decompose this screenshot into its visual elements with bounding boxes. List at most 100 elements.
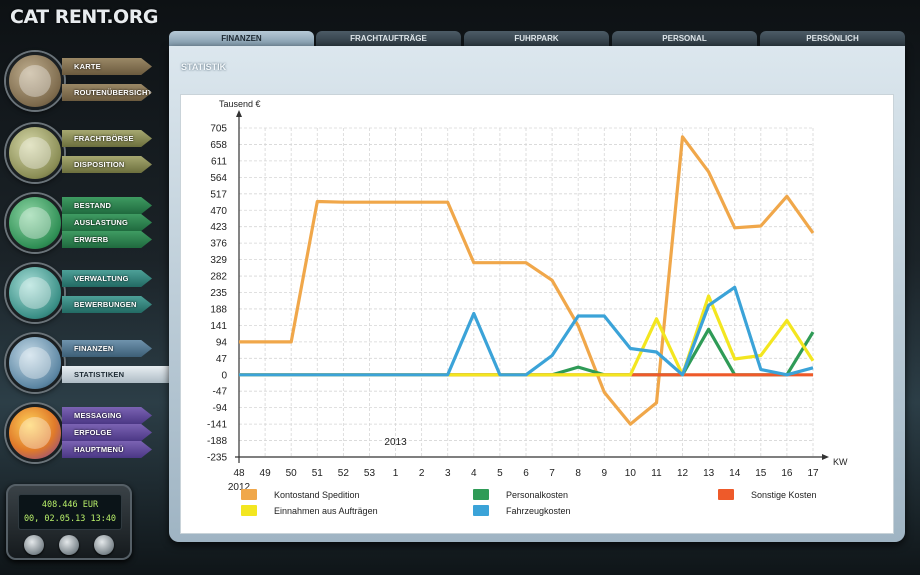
line-chart: 7056586115645174704233763292822351881419… — [207, 99, 848, 516]
legend-swatch-0 — [241, 489, 257, 500]
sidebar-item-2-1[interactable]: AUSLASTUNG — [62, 214, 152, 231]
tab-3[interactable]: PERSONAL — [612, 31, 757, 46]
sidebar-item-3-1[interactable]: BEWERBUNGEN — [62, 296, 152, 313]
legend-label-3: Einnahmen aus Aufträgen — [274, 506, 378, 516]
y-tick-label: 94 — [216, 337, 228, 348]
y-tick-label: 141 — [210, 321, 227, 332]
x-tick-label: 1 — [393, 468, 399, 479]
y-tick-label: 282 — [210, 272, 227, 283]
series-line-0 — [239, 135, 815, 426]
legend-label-4: Fahrzeugkosten — [506, 506, 571, 516]
y-tick-label: 47 — [216, 354, 228, 365]
x-tick-label: 7 — [549, 468, 555, 479]
y-tick-label: -141 — [207, 420, 227, 431]
y-tick-label: 611 — [211, 156, 227, 167]
app-logo: CAT RENT.ORG — [10, 6, 170, 32]
panel-title: STATISTIK — [181, 62, 227, 72]
x-tick-label: 14 — [729, 468, 741, 479]
legend-label-2: Sonstige Kosten — [751, 490, 817, 500]
avatar-icon-glyph — [19, 417, 51, 449]
year-label: 2012 — [228, 482, 251, 493]
x-tick-label: 49 — [260, 468, 272, 479]
tab-0[interactable]: FINANZEN — [169, 31, 314, 46]
legend-label-0: Kontostand Spedition — [274, 490, 360, 500]
truck-icon-glyph — [19, 207, 51, 239]
x-tick-label: 12 — [677, 468, 689, 479]
sidebar-item-1-1[interactable]: DISPOSITION — [62, 156, 152, 173]
sidebar-item-5-2[interactable]: HAUPTMENÜ — [62, 441, 152, 458]
tab-4[interactable]: PERSÖNLICH — [760, 31, 905, 46]
sidebar-item-2-0[interactable]: BESTAND — [62, 197, 152, 214]
y-tick-label: 564 — [210, 173, 227, 184]
y-tick-label: -188 — [207, 436, 227, 447]
avatar-icon[interactable] — [6, 404, 64, 462]
exchange-icon-glyph — [19, 137, 51, 169]
nav-group-5: MESSAGING ERFOLGE HAUPTMENÜ — [6, 404, 171, 466]
control-knob-2[interactable] — [59, 535, 79, 555]
tab-2[interactable]: FUHRPARK — [464, 31, 609, 46]
sidebar-item-5-1[interactable]: ERFOLGE — [62, 424, 152, 441]
control-knob-3[interactable] — [94, 535, 114, 555]
map-icon-glyph — [19, 65, 51, 97]
y-tick-label: -47 — [213, 387, 228, 398]
legend-swatch-3 — [241, 505, 257, 516]
y-tick-label: -94 — [213, 403, 228, 414]
sidebar-item-3-0[interactable]: VERWALTUNG — [62, 270, 152, 287]
nav-group-0: KARTE ROUTENÜBERSICHT — [6, 52, 171, 114]
control-knob-1[interactable] — [24, 535, 44, 555]
year-label: 2013 — [384, 437, 407, 448]
x-tick-label: 5 — [497, 468, 503, 479]
tab-1[interactable]: FRACHTAUFTRÄGE — [316, 31, 461, 46]
people-icon-glyph — [19, 277, 51, 309]
y-tick-label: 658 — [210, 140, 227, 151]
nav-group-3: VERWALTUNG BEWERBUNGEN — [6, 264, 171, 326]
x-tick-label: 10 — [625, 468, 637, 479]
status-display: 408.446 EUR 00, 02.05.13 13:40 — [6, 484, 132, 560]
sidebar-item-4-1[interactable]: STATISTIKEN — [62, 366, 176, 383]
y-tick-label: 188 — [210, 304, 227, 315]
status-screen: 408.446 EUR 00, 02.05.13 13:40 — [18, 494, 122, 530]
legend-swatch-1 — [473, 489, 489, 500]
euro-icon[interactable] — [6, 334, 64, 392]
exchange-icon[interactable] — [6, 124, 64, 182]
nav-group-2: BESTAND AUSLASTUNG ERWERB — [6, 194, 171, 256]
x-tick-label: 52 — [338, 468, 350, 479]
datetime-readout: 00, 02.05.13 13:40 — [23, 514, 117, 524]
x-tick-label: 53 — [364, 468, 376, 479]
x-tick-label: 3 — [445, 468, 451, 479]
x-axis-arrow — [822, 454, 829, 460]
y-tick-label: 235 — [210, 288, 227, 299]
sidebar-nav: KARTE ROUTENÜBERSICHT FRACHTBÖRSE DISPOSITI… — [0, 40, 176, 480]
sidebar-item-1-0[interactable]: FRACHTBÖRSE — [62, 130, 152, 147]
people-icon[interactable] — [6, 264, 64, 322]
y-tick-label: 423 — [210, 222, 227, 233]
x-axis-label: KW — [833, 457, 848, 467]
x-tick-label: 51 — [312, 468, 324, 479]
sidebar-item-2-2[interactable]: ERWERB — [62, 231, 152, 248]
sidebar-item-5-0[interactable]: MESSAGING — [62, 407, 152, 424]
y-tick-label: 0 — [221, 370, 227, 381]
legend-swatch-2 — [718, 489, 734, 500]
x-tick-label: 11 — [651, 468, 662, 479]
x-tick-label: 48 — [233, 468, 245, 479]
y-tick-label: 470 — [210, 206, 227, 217]
series-line-4 — [239, 285, 814, 377]
statistics-panel: STATISTIK 705 658 611 564 517 470 423 376 329 282… — [169, 46, 905, 542]
balance-readout: 408.446 EUR — [41, 500, 99, 510]
y-tick-label: 329 — [210, 255, 227, 266]
x-tick-label: 17 — [807, 468, 819, 479]
sidebar-item-0-0[interactable]: KARTE — [62, 58, 152, 75]
nav-group-4: FINANZEN STATISTIKEN — [6, 334, 176, 396]
y-tick-label: 517 — [210, 189, 227, 200]
map-icon[interactable] — [6, 52, 64, 110]
chart-container: 705 658 611 564 517 470 423 376 329 282 235 188 141 9… — [180, 94, 894, 534]
sidebar-item-4-0[interactable]: FINANZEN — [62, 340, 152, 357]
sidebar-item-0-1[interactable]: ROUTENÜBERSICHT — [62, 84, 152, 101]
x-tick-label: 15 — [755, 468, 767, 479]
legend-swatch-4 — [473, 505, 489, 516]
x-tick-label: 50 — [286, 468, 298, 479]
x-tick-label: 9 — [601, 468, 607, 479]
logo-text: CAT RENT.ORG — [10, 6, 158, 28]
truck-icon[interactable] — [6, 194, 64, 252]
legend-label-1: Personalkosten — [506, 490, 568, 500]
